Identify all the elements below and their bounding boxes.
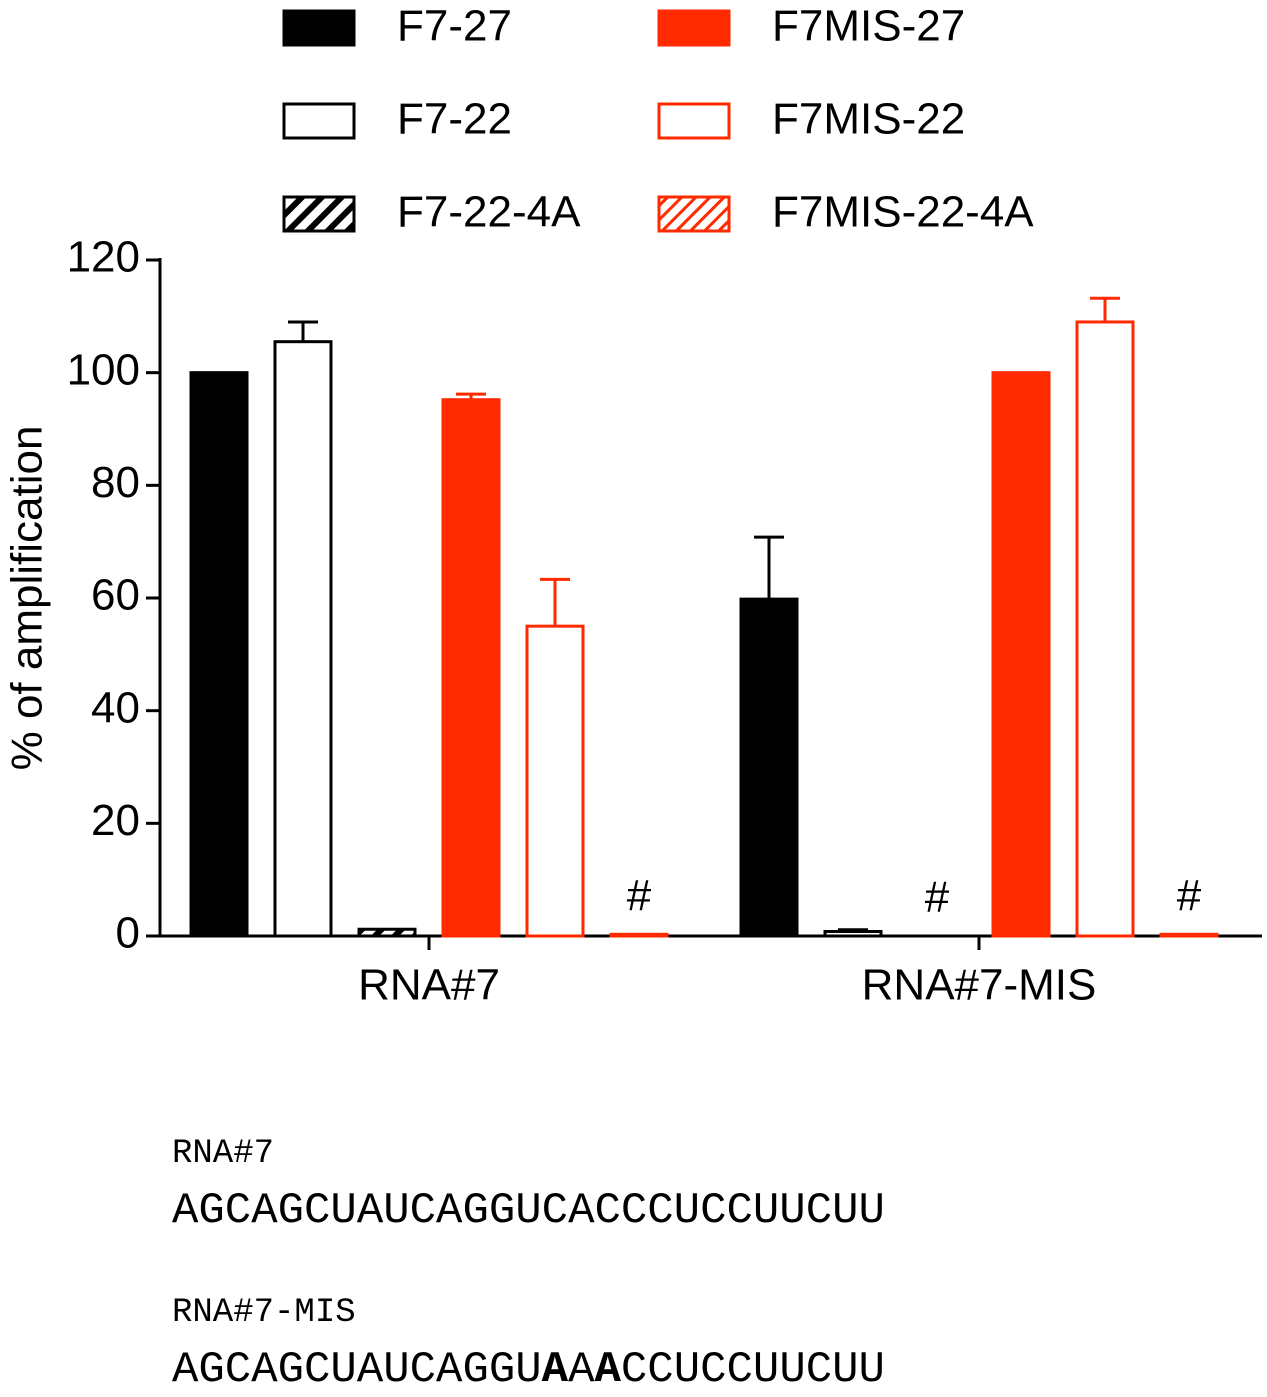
sequence-name: RNA#7 (172, 1135, 274, 1173)
sequence-part: AGCAGCUAUCAGGUCACCCUCCUUCUU (172, 1186, 885, 1236)
annotation: # (1177, 871, 1202, 920)
y-tick-label: 40 (91, 683, 140, 732)
bar (357, 927, 417, 938)
legend-swatch (282, 195, 356, 233)
sequence-name: RNA#7-MIS (172, 1294, 356, 1332)
legend-label: F7MIS-22-4A (772, 188, 1034, 237)
sequence-part: A (594, 1345, 621, 1392)
annotation: # (627, 871, 652, 920)
legend-swatch (657, 195, 731, 233)
y-tick-label: 80 (91, 458, 140, 507)
sequence: AGCAGCUAUCAGGUAAACCUCCUUCUU (172, 1345, 885, 1392)
legend-swatch (282, 102, 356, 140)
y-tick-label: 100 (67, 345, 140, 394)
bar (525, 624, 585, 938)
bar (273, 340, 333, 938)
bar (739, 597, 799, 938)
sequence-part: A (542, 1345, 569, 1392)
x-tick-label: RNA#7-MIS (862, 961, 1097, 1010)
legend-swatch (282, 9, 356, 47)
legend-label: F7-27 (397, 2, 512, 51)
legend-swatch (657, 9, 731, 47)
x-tick-label: RNA#7 (358, 961, 500, 1010)
bar (1159, 932, 1219, 938)
bar (1075, 320, 1135, 938)
legend-swatch (657, 102, 731, 140)
legend-label: F7-22 (397, 95, 512, 144)
sequence: AGCAGCUAUCAGGUCACCCUCCUUCUU (172, 1186, 885, 1236)
legend-label: F7MIS-22 (772, 95, 965, 144)
annotation: # (925, 873, 950, 922)
bar (441, 398, 501, 938)
y-tick-label: 60 (91, 571, 140, 620)
sequence-part: AGCAGCUAUCAGGU (172, 1345, 542, 1392)
y-tick-label: 20 (91, 796, 140, 845)
legend-label: F7MIS-27 (772, 2, 965, 51)
legend-label: F7-22-4A (397, 188, 581, 237)
y-tick-label: 0 (116, 909, 140, 958)
bar (189, 371, 249, 938)
y-tick-label: 120 (67, 233, 140, 282)
bar (991, 371, 1051, 938)
y-axis-label: % of amplification (3, 426, 52, 771)
bar (609, 932, 669, 938)
sequence-part: A (568, 1345, 595, 1392)
bar (823, 929, 883, 938)
sequence-part: CCUCCUUCUU (621, 1345, 885, 1392)
